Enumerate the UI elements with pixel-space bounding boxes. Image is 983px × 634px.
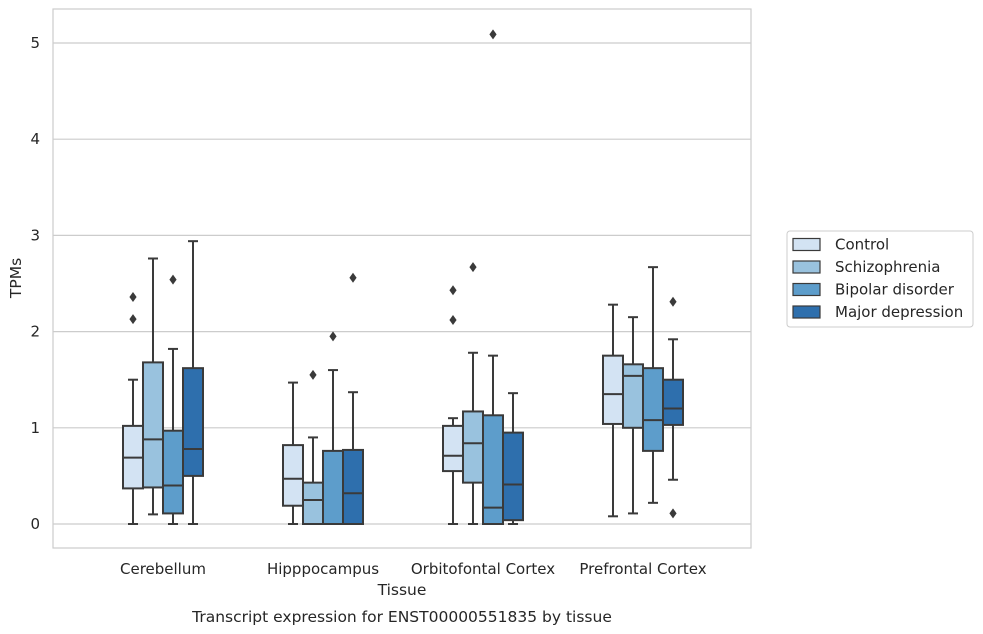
box-iqr	[142, 361, 164, 489]
legend-swatch	[792, 260, 821, 274]
box-iqr	[162, 429, 184, 515]
box-iqr	[342, 448, 364, 525]
box-iqr	[502, 431, 524, 522]
box-control	[282, 381, 304, 525]
y-tick-label: 1	[30, 419, 40, 437]
box-iqr	[662, 378, 684, 426]
box-control	[122, 291, 144, 525]
legend-swatch	[792, 237, 821, 252]
x-tick-label: Cerebellum	[120, 560, 206, 578]
x-tick-label: Orbitofontal Cortex	[411, 560, 555, 578]
x-tick-label: Prefrontal Cortex	[579, 560, 706, 578]
outlier-point	[449, 315, 457, 326]
legend-swatch	[792, 305, 821, 319]
box-bipolar-disorder	[322, 331, 344, 525]
box-major-depression	[342, 272, 364, 525]
legend-label: Control	[835, 236, 889, 254]
legend-label: Major depression	[835, 303, 963, 321]
outlier-point	[449, 285, 457, 296]
box-iqr	[642, 367, 664, 452]
outlier-point	[309, 369, 317, 380]
x-tick-labels: Cerebellum Hipppocampus Orbitofontal Corte…	[120, 560, 707, 578]
box-schizophrenia	[462, 262, 484, 525]
box-iqr	[182, 367, 204, 477]
y-tick-label: 4	[30, 130, 40, 148]
y-tick-label: 2	[30, 323, 40, 341]
box-control	[442, 285, 464, 525]
chart-title: Transcript expression for ENST0000055183…	[191, 608, 612, 626]
outlier-point	[349, 272, 357, 283]
legend: Control Schizophrenia Bipolar disorder Majo…	[786, 230, 974, 328]
box-schizophrenia	[622, 316, 644, 515]
outlier-point	[129, 314, 137, 325]
outlier-point	[329, 331, 337, 342]
box-schizophrenia	[142, 257, 164, 516]
x-tick-label: Hipppocampus	[267, 560, 379, 578]
outlier-point	[669, 508, 677, 519]
y-axis-title: TPMs	[7, 258, 25, 299]
box-iqr	[322, 449, 344, 525]
box-iqr	[622, 363, 644, 429]
legend-label: Bipolar disorder	[835, 281, 955, 299]
legend-frame	[786, 230, 974, 328]
box-schizophrenia	[302, 369, 324, 526]
y-tick-label: 3	[30, 226, 40, 244]
outlier-point	[169, 274, 177, 285]
outlier-point	[129, 291, 137, 302]
box-iqr	[282, 444, 304, 507]
y-tick-labels: 0 1 2 3 4 5	[30, 34, 40, 533]
outlier-point	[489, 29, 497, 40]
outlier-point	[669, 296, 677, 307]
y-tick-label: 0	[30, 515, 40, 533]
box-major-depression	[502, 392, 524, 525]
box-iqr	[302, 481, 324, 526]
outlier-point	[469, 262, 477, 273]
box-major-depression	[182, 240, 204, 525]
plot-frame	[52, 8, 752, 549]
box-iqr	[442, 424, 464, 473]
box-series	[122, 29, 684, 526]
box-iqr	[462, 410, 484, 484]
box-major-depression	[662, 296, 684, 519]
box-bipolar-disorder	[482, 29, 504, 526]
legend-swatch	[792, 282, 821, 297]
x-axis-title: Tissue	[377, 581, 427, 599]
legend-label: Schizophrenia	[835, 258, 940, 276]
y-tick-label: 5	[30, 34, 40, 52]
box-iqr	[602, 354, 624, 425]
